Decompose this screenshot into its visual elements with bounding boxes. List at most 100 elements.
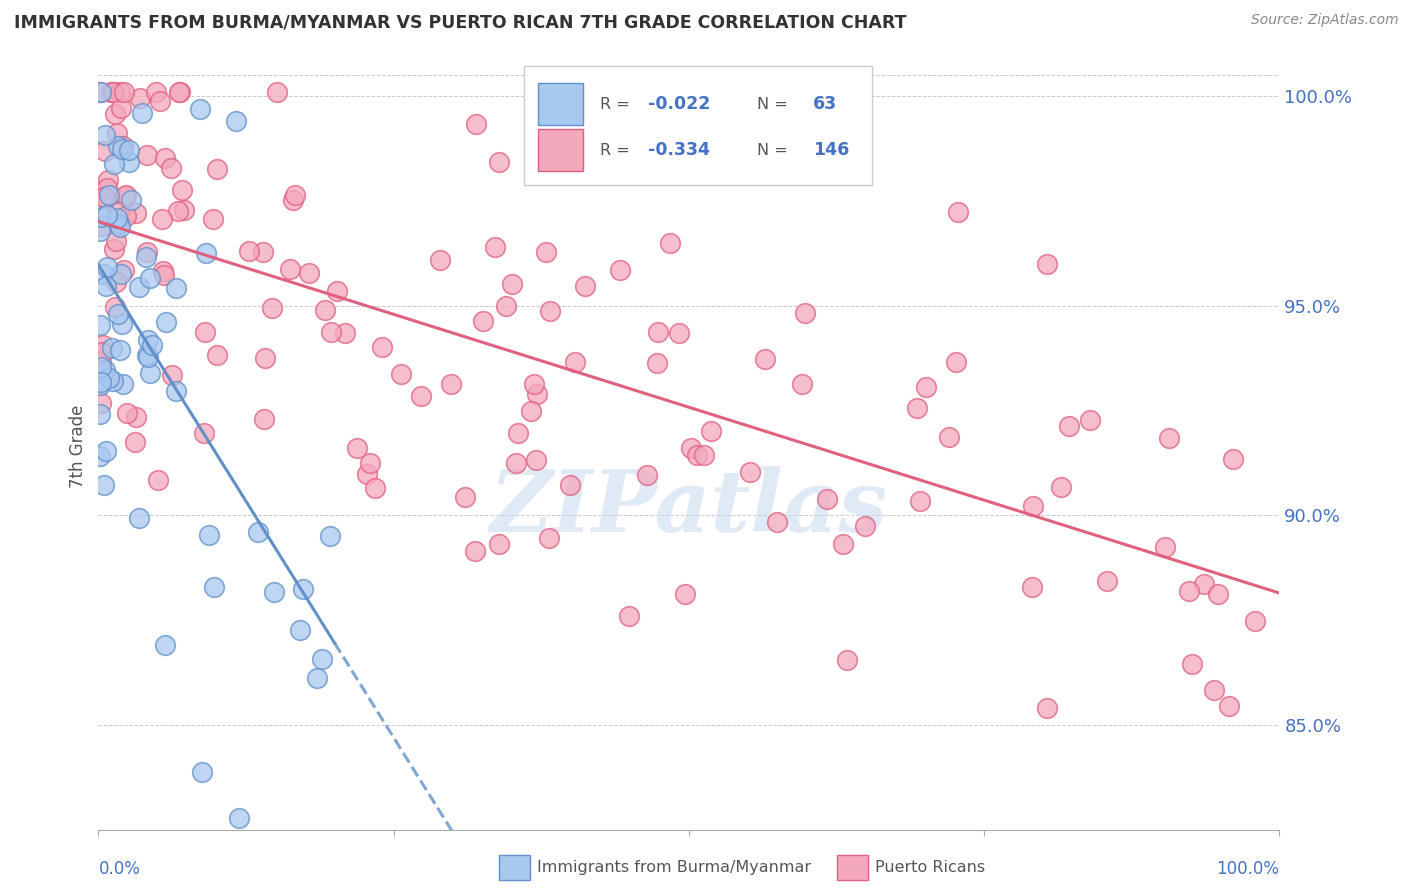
Point xyxy=(560,478,582,492)
Point xyxy=(145,85,167,99)
Point xyxy=(155,315,177,329)
Point xyxy=(96,260,118,274)
Point xyxy=(253,351,276,366)
Point xyxy=(288,623,311,637)
Point xyxy=(97,188,120,202)
Point xyxy=(794,306,817,320)
Point xyxy=(110,101,132,115)
Point xyxy=(260,301,283,315)
Point xyxy=(1159,431,1181,445)
Point xyxy=(1154,540,1177,554)
Text: -0.334: -0.334 xyxy=(648,141,710,160)
Point xyxy=(89,85,111,99)
Point xyxy=(681,441,703,455)
Text: -0.022: -0.022 xyxy=(648,95,710,113)
Point xyxy=(523,376,546,391)
Text: Puerto Ricans: Puerto Ricans xyxy=(875,861,984,875)
Point xyxy=(765,515,787,529)
Point xyxy=(90,210,112,224)
Point xyxy=(110,219,132,234)
Point xyxy=(520,404,543,418)
Text: R =: R = xyxy=(600,143,636,158)
Point xyxy=(160,368,183,383)
Point xyxy=(1194,576,1216,591)
Point xyxy=(94,128,117,143)
Point xyxy=(1022,499,1045,513)
Point xyxy=(429,252,451,267)
Point xyxy=(96,173,118,187)
Point xyxy=(139,367,162,381)
Point xyxy=(191,764,214,779)
Point xyxy=(198,528,221,542)
Point xyxy=(103,157,125,171)
Point xyxy=(129,91,152,105)
Point xyxy=(484,240,506,254)
Point xyxy=(120,193,142,207)
Point xyxy=(266,85,288,99)
Point xyxy=(314,303,336,318)
Point xyxy=(619,609,641,624)
Point xyxy=(668,326,690,340)
Point xyxy=(1050,480,1073,494)
Point xyxy=(124,410,146,425)
Point xyxy=(636,468,658,483)
Point xyxy=(609,263,631,277)
Point xyxy=(96,208,118,222)
Point xyxy=(89,449,111,463)
Point xyxy=(101,85,124,99)
Text: R =: R = xyxy=(600,96,636,112)
Point xyxy=(754,352,776,367)
Point xyxy=(495,299,517,313)
Point xyxy=(835,653,858,667)
Point xyxy=(155,638,177,652)
Point xyxy=(141,338,163,352)
Point xyxy=(655,134,678,148)
Point xyxy=(946,204,969,219)
Point xyxy=(792,376,814,391)
Point xyxy=(107,139,129,153)
Point xyxy=(104,275,127,289)
Point xyxy=(136,348,159,362)
Point xyxy=(574,279,596,293)
Point xyxy=(139,270,162,285)
Point xyxy=(247,524,270,539)
Point xyxy=(685,448,707,462)
Point xyxy=(321,325,343,339)
Point xyxy=(110,267,132,281)
Y-axis label: 7th Grade: 7th Grade xyxy=(69,404,87,488)
Point xyxy=(105,234,128,248)
Point xyxy=(188,102,211,116)
Point xyxy=(136,148,159,162)
Point xyxy=(118,154,141,169)
Point xyxy=(205,348,228,362)
Point xyxy=(411,389,433,403)
Point xyxy=(90,85,112,99)
Point xyxy=(111,142,134,156)
Point xyxy=(370,340,392,354)
Point xyxy=(173,202,195,217)
Point xyxy=(89,223,111,237)
FancyBboxPatch shape xyxy=(537,83,582,126)
Point xyxy=(91,267,114,281)
Point xyxy=(89,377,111,392)
Point xyxy=(1180,657,1202,671)
Point xyxy=(228,811,250,825)
Point xyxy=(1244,614,1267,628)
Point xyxy=(647,325,669,339)
Point xyxy=(508,425,530,440)
Point xyxy=(263,584,285,599)
Point xyxy=(114,189,136,203)
Point xyxy=(538,531,561,545)
Point xyxy=(471,314,494,328)
Point xyxy=(501,277,523,291)
Point xyxy=(195,246,218,260)
Point xyxy=(103,374,125,388)
Point xyxy=(135,250,157,264)
Point xyxy=(93,189,115,203)
Point xyxy=(167,203,190,218)
Point xyxy=(645,356,668,370)
Text: 100.0%: 100.0% xyxy=(1216,860,1279,879)
Point xyxy=(1078,413,1101,427)
Point xyxy=(105,127,128,141)
Text: 0.0%: 0.0% xyxy=(98,860,141,879)
